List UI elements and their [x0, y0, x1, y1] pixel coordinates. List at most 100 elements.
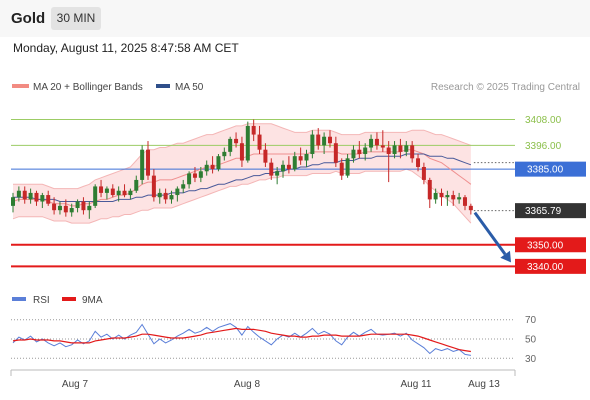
candle — [351, 145, 356, 163]
candle — [181, 179, 186, 193]
candle-body — [46, 195, 51, 204]
candle — [128, 188, 133, 200]
candle — [228, 136, 233, 157]
candle — [269, 158, 274, 180]
candle-body — [116, 190, 121, 196]
candle-body — [304, 154, 309, 161]
candle-body — [445, 195, 450, 198]
candle-body — [245, 125, 250, 161]
candle-body — [386, 147, 391, 155]
candle — [380, 130, 385, 152]
rsi-ma-line — [12, 327, 471, 353]
candle-body — [292, 156, 297, 170]
candle — [327, 130, 332, 148]
candle — [46, 190, 51, 206]
candle-body — [380, 145, 385, 148]
candle — [11, 192, 15, 213]
bollinger-lower-line — [12, 168, 472, 224]
candle — [157, 188, 162, 204]
candle-body — [175, 188, 180, 196]
candle — [63, 199, 68, 217]
candle-body — [75, 201, 80, 209]
candle-body — [93, 186, 98, 206]
candle — [398, 138, 403, 159]
candle-body — [210, 164, 215, 170]
candle-body — [462, 197, 467, 206]
candle — [392, 141, 397, 159]
rsi-ma-legend-swatch — [62, 297, 76, 301]
candle-body — [263, 149, 268, 163]
candle — [439, 188, 444, 206]
candle-body — [257, 134, 262, 150]
candle — [374, 132, 379, 150]
level-lines-layer — [11, 118, 515, 268]
candle — [457, 192, 462, 204]
candle-body — [99, 186, 104, 193]
candle — [445, 190, 450, 206]
candle-body — [421, 166, 426, 180]
forecast-arrow — [473, 211, 507, 256]
instrument-name: Gold — [11, 10, 46, 27]
candle — [468, 203, 473, 215]
chart-datetime: Monday, August 11, 2025 8:47:58 AM CET — [13, 41, 239, 55]
bollinger-legend-swatch — [12, 84, 29, 88]
candle-body — [451, 195, 456, 200]
candle-body — [110, 188, 115, 196]
candle-body — [281, 164, 286, 172]
candle — [69, 203, 74, 217]
candle — [386, 141, 391, 183]
candle-body — [369, 138, 374, 148]
rsi-tick-50: 50 — [525, 335, 537, 346]
candle — [104, 186, 109, 200]
candle-body — [269, 162, 274, 176]
candle-body — [298, 156, 303, 161]
candle — [87, 201, 92, 219]
candle-body — [322, 136, 327, 146]
bollinger-band-fill — [13, 123, 471, 224]
candle-body — [134, 179, 139, 191]
candle — [22, 186, 27, 204]
candle-body — [433, 192, 438, 200]
candle — [304, 149, 309, 167]
candle-body — [146, 149, 151, 176]
candle-body — [392, 145, 397, 155]
candle-body — [204, 164, 209, 172]
candle — [251, 119, 256, 142]
support-price-box-3340 — [515, 258, 586, 274]
candle — [57, 201, 62, 215]
candle-body — [439, 192, 444, 198]
candle — [151, 169, 156, 202]
candle — [116, 186, 121, 202]
candle-body — [222, 151, 227, 157]
candle — [16, 186, 21, 202]
bollinger-band-layer — [12, 123, 472, 224]
candle-body — [310, 134, 315, 155]
candle — [234, 132, 239, 148]
candle — [187, 171, 192, 189]
candle-body — [345, 158, 350, 176]
candle — [298, 147, 303, 165]
candle — [421, 162, 426, 185]
candle — [198, 166, 203, 183]
candle — [210, 156, 215, 174]
x-tick-aug-8: Aug 8 — [234, 379, 261, 390]
candle-body — [228, 138, 233, 152]
candle-body — [198, 171, 203, 178]
candle-body — [57, 205, 62, 211]
candle — [369, 134, 374, 152]
candle-body — [157, 192, 162, 198]
ma50-legend-swatch — [156, 84, 170, 88]
candle — [52, 197, 57, 215]
candle — [281, 160, 286, 178]
candle — [140, 145, 145, 185]
candle-body — [81, 201, 86, 211]
candle — [263, 143, 268, 167]
candle-body — [374, 138, 379, 146]
last-price-label: 3365.79 — [525, 206, 562, 217]
timeframe-button[interactable]: 30 MIN — [51, 7, 101, 30]
rsi-tick-70: 70 — [525, 315, 537, 326]
candle — [286, 156, 291, 174]
candle — [433, 188, 438, 204]
candle-body — [234, 138, 239, 144]
